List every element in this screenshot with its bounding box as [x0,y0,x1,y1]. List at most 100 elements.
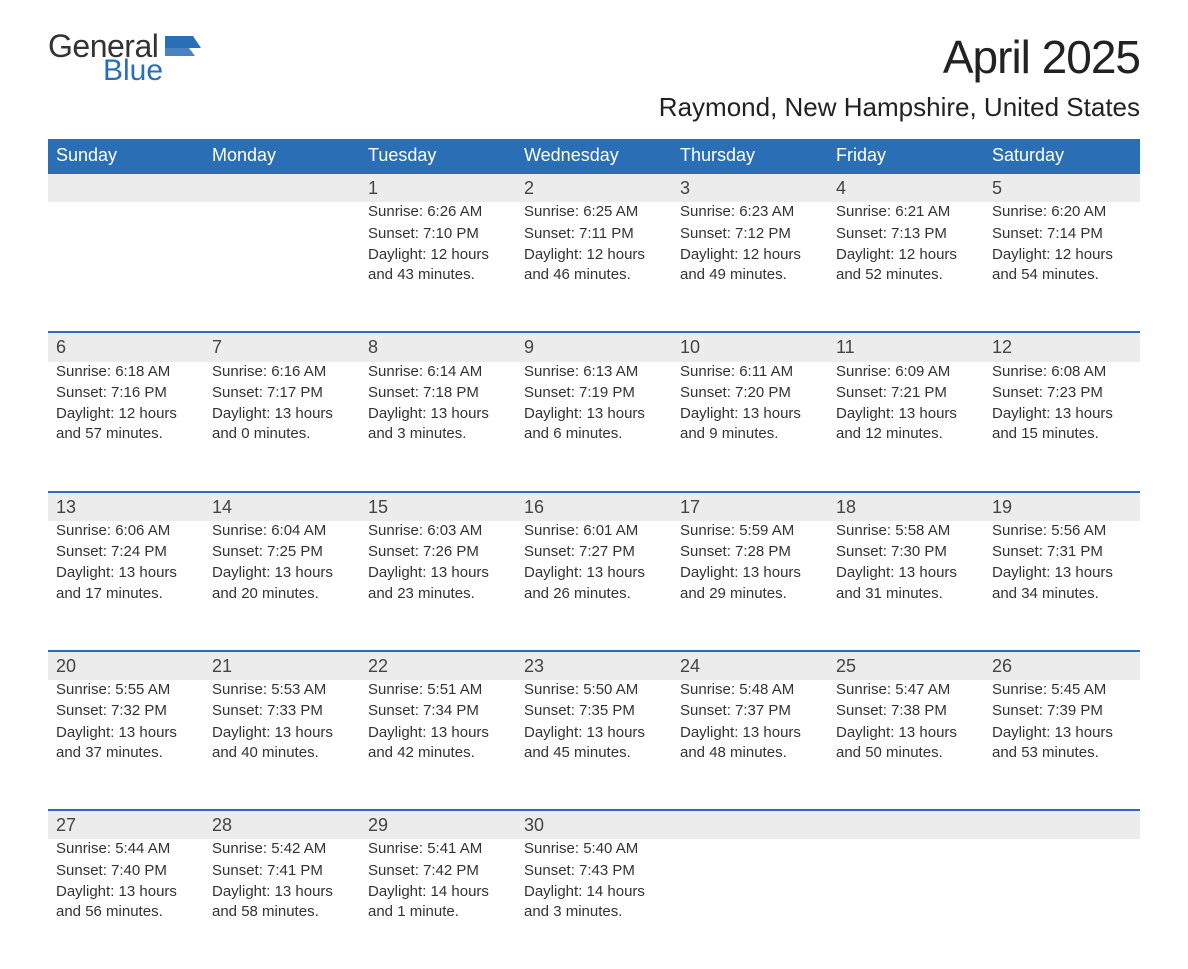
sunrise: Sunrise: 6:21 AM [836,202,976,222]
sunset: Sunset: 7:27 PM [524,542,664,562]
day-cell: Sunrise: 6:06 AMSunset: 7:24 PMDaylight:… [48,521,204,651]
sunrise: Sunrise: 5:44 AM [56,839,196,859]
sunset: Sunset: 7:18 PM [368,383,508,403]
week-row: Sunrise: 6:18 AMSunset: 7:16 PMDaylight:… [48,362,1140,492]
location: Raymond, New Hampshire, United States [659,92,1140,123]
sunrise: Sunrise: 5:58 AM [836,521,976,541]
daylight: Daylight: 12 hours and 49 minutes. [680,245,820,286]
sunset: Sunset: 7:23 PM [992,383,1132,403]
day-number: 13 [48,492,204,521]
daylight: Daylight: 13 hours and 37 minutes. [56,723,196,764]
sunset: Sunset: 7:11 PM [524,224,664,244]
calendar-body: 12345Sunrise: 6:26 AMSunset: 7:10 PMDayl… [48,173,1140,969]
flag-icon [165,36,201,60]
sunset: Sunset: 7:40 PM [56,861,196,881]
title-block: April 2025 Raymond, New Hampshire, Unite… [659,30,1140,135]
empty-daynum [984,810,1140,839]
empty-daynum [48,173,204,202]
daylight: Daylight: 14 hours and 1 minute. [368,882,508,923]
week-row: Sunrise: 6:06 AMSunset: 7:24 PMDaylight:… [48,521,1140,651]
daylight: Daylight: 12 hours and 52 minutes. [836,245,976,286]
day-number: 4 [828,173,984,202]
logo-text: General Blue [48,30,163,86]
calendar-header: SundayMondayTuesdayWednesdayThursdayFrid… [48,139,1140,173]
day-cell: Sunrise: 6:20 AMSunset: 7:14 PMDaylight:… [984,202,1140,332]
sunrise: Sunrise: 5:51 AM [368,680,508,700]
daylight: Daylight: 12 hours and 46 minutes. [524,245,664,286]
day-number: 1 [360,173,516,202]
day-number: 19 [984,492,1140,521]
sunset: Sunset: 7:32 PM [56,701,196,721]
day-number: 22 [360,651,516,680]
sunrise: Sunrise: 6:16 AM [212,362,352,382]
day-cell: Sunrise: 6:23 AMSunset: 7:12 PMDaylight:… [672,202,828,332]
day-number: 21 [204,651,360,680]
empty-daynum [828,810,984,839]
week-row: Sunrise: 6:26 AMSunset: 7:10 PMDaylight:… [48,202,1140,332]
day-cell: Sunrise: 5:56 AMSunset: 7:31 PMDaylight:… [984,521,1140,651]
sunset: Sunset: 7:35 PM [524,701,664,721]
day-header: Tuesday [360,139,516,173]
day-cell: Sunrise: 5:50 AMSunset: 7:35 PMDaylight:… [516,680,672,810]
sunset: Sunset: 7:37 PM [680,701,820,721]
sunrise: Sunrise: 6:20 AM [992,202,1132,222]
daylight: Daylight: 13 hours and 6 minutes. [524,404,664,445]
sunset: Sunset: 7:10 PM [368,224,508,244]
day-cell: Sunrise: 6:21 AMSunset: 7:13 PMDaylight:… [828,202,984,332]
daylight: Daylight: 13 hours and 29 minutes. [680,563,820,604]
logo-blue: Blue [103,56,163,86]
sunrise: Sunrise: 5:56 AM [992,521,1132,541]
daylight: Daylight: 13 hours and 50 minutes. [836,723,976,764]
sunrise: Sunrise: 5:40 AM [524,839,664,859]
day-cell: Sunrise: 5:58 AMSunset: 7:30 PMDaylight:… [828,521,984,651]
day-header: Monday [204,139,360,173]
sunrise: Sunrise: 5:45 AM [992,680,1132,700]
sunset: Sunset: 7:42 PM [368,861,508,881]
empty-cell [48,202,204,332]
sunset: Sunset: 7:13 PM [836,224,976,244]
day-number: 14 [204,492,360,521]
logo: General Blue [48,30,201,86]
empty-daynum [204,173,360,202]
daynum-row: 20212223242526 [48,651,1140,680]
sunset: Sunset: 7:26 PM [368,542,508,562]
day-cell: Sunrise: 6:01 AMSunset: 7:27 PMDaylight:… [516,521,672,651]
day-header: Sunday [48,139,204,173]
sunset: Sunset: 7:28 PM [680,542,820,562]
day-cell: Sunrise: 6:04 AMSunset: 7:25 PMDaylight:… [204,521,360,651]
daylight: Daylight: 13 hours and 12 minutes. [836,404,976,445]
daylight: Daylight: 12 hours and 57 minutes. [56,404,196,445]
sunset: Sunset: 7:43 PM [524,861,664,881]
sunrise: Sunrise: 6:01 AM [524,521,664,541]
day-number: 8 [360,332,516,361]
sunrise: Sunrise: 6:09 AM [836,362,976,382]
day-header: Thursday [672,139,828,173]
sunrise: Sunrise: 6:11 AM [680,362,820,382]
sunset: Sunset: 7:25 PM [212,542,352,562]
day-cell: Sunrise: 6:16 AMSunset: 7:17 PMDaylight:… [204,362,360,492]
daylight: Daylight: 13 hours and 9 minutes. [680,404,820,445]
sunrise: Sunrise: 5:55 AM [56,680,196,700]
daylight: Daylight: 13 hours and 58 minutes. [212,882,352,923]
week-row: Sunrise: 5:44 AMSunset: 7:40 PM Daylight:… [48,839,1140,969]
sunrise: Sunrise: 5:47 AM [836,680,976,700]
sunset: Sunset: 7:24 PM [56,542,196,562]
sunset: Sunset: 7:21 PM [836,383,976,403]
day-number: 15 [360,492,516,521]
day-number: 11 [828,332,984,361]
daylight: Daylight: 13 hours and 26 minutes. [524,563,664,604]
day-cell: Sunrise: 5:41 AMSunset: 7:42 PMDaylight:… [360,839,516,969]
sunrise: Sunrise: 6:04 AM [212,521,352,541]
day-number: 2 [516,173,672,202]
day-cell: Sunrise: 6:13 AMSunset: 7:19 PMDaylight:… [516,362,672,492]
daylight: Daylight: 13 hours and 53 minutes. [992,723,1132,764]
daylight: Daylight: 14 hours and 3 minutes. [524,882,664,923]
daylight: Daylight: 13 hours and 48 minutes. [680,723,820,764]
day-cell: Sunrise: 6:03 AMSunset: 7:26 PMDaylight:… [360,521,516,651]
day-cell: Sunrise: 5:51 AMSunset: 7:34 PMDaylight:… [360,680,516,810]
day-number: 12 [984,332,1140,361]
sunset: Sunset: 7:12 PM [680,224,820,244]
sunset: Sunset: 7:31 PM [992,542,1132,562]
sunset: Sunset: 7:34 PM [368,701,508,721]
daylight: Daylight: 13 hours and 40 minutes. [212,723,352,764]
